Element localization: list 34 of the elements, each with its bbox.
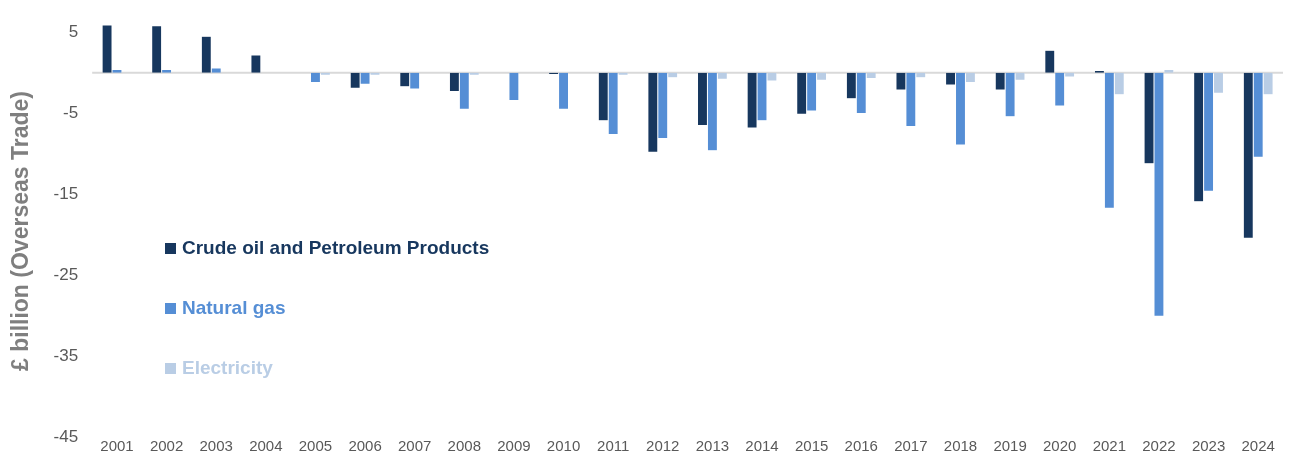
x-tick-label: 2001 [100, 436, 134, 454]
x-tick-label: 2023 [1191, 436, 1226, 454]
x-tick-label: 2009 [497, 436, 531, 454]
legend-label: Crude oil and Petroleum Products [182, 237, 490, 259]
y-tick-label: -45 [53, 427, 79, 447]
x-tick-label: 2011 [597, 436, 630, 454]
y-tick-label: -25 [53, 265, 79, 285]
x-tick-label: 2014 [745, 436, 779, 454]
x-tick-label: 2019 [993, 436, 1027, 454]
x-tick-label: 2013 [695, 436, 730, 454]
x-tick-label: 2008 [447, 436, 481, 454]
y-tick-label: -5 [63, 103, 79, 123]
x-tick-label: 2017 [894, 436, 928, 454]
x-tick-label: 2024 [1241, 436, 1275, 454]
x-tick-label: 2003 [199, 436, 233, 454]
x-tick-label: 2004 [249, 436, 283, 454]
y-tick-label: 5 [68, 22, 79, 41]
x-tick-label: 2002 [149, 436, 184, 454]
x-tick-label: 2012 [646, 436, 680, 454]
legend-label: Electricity [182, 357, 273, 379]
y-tick-label: -15 [53, 184, 79, 204]
x-tick-label: 2015 [794, 436, 829, 454]
x-tick-label: 2006 [348, 436, 382, 454]
y-tick-label: -35 [53, 346, 79, 366]
x-tick-label: 2005 [298, 436, 333, 454]
x-tick-label: 2018 [943, 436, 978, 454]
x-tick-label: 2021 [1092, 436, 1127, 454]
x-tick-label: 2016 [844, 436, 878, 454]
x-tick-label: 2007 [398, 436, 432, 454]
x-tick-label: 2010 [546, 436, 581, 454]
y-axis-title: £ billion (Overseas Trade) [7, 91, 34, 371]
x-tick-label: 2020 [1043, 436, 1077, 454]
x-tick-label: 2022 [1142, 436, 1176, 454]
legend-label: Natural gas [182, 297, 286, 319]
